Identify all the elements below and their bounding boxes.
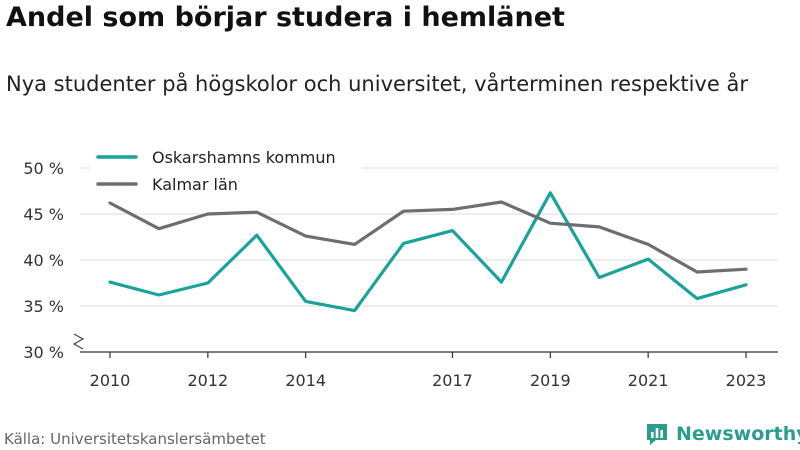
brand-name: Newsworthy <box>676 423 800 445</box>
x-tick-label: 2021 <box>628 371 669 390</box>
x-tick-label: 2017 <box>432 371 473 390</box>
y-tick-label: 50 % <box>23 159 64 178</box>
y-tick-label: 45 % <box>23 205 64 224</box>
legend-label: Kalmar län <box>152 175 238 194</box>
newsworthy-logo-icon <box>647 424 667 445</box>
x-tick-label: 2010 <box>90 371 131 390</box>
line-chart: 30 %35 %40 %45 %50 % 2010 2012 2014 2017 201… <box>23 144 778 390</box>
x-tick-label: 2023 <box>726 371 767 390</box>
chart-subtitle: Nya studenter på högskolor och universit… <box>6 72 748 96</box>
axis-break-icon <box>72 333 85 350</box>
source-note: Källa: Universitetskanslersämbetet <box>4 430 266 448</box>
x-axis-ticks: 2010 2012 2014 2017 2019 2021 2023 <box>90 352 767 390</box>
y-tick-label: 30 % <box>23 343 64 362</box>
series-line <box>108 191 748 313</box>
x-tick-label: 2019 <box>530 371 571 390</box>
brand[interactable]: Newsworthy <box>644 421 800 447</box>
x-tick-label: 2014 <box>285 371 326 390</box>
y-axis-ticks: 30 % 35 % 40 % 45 % 50 % <box>23 159 85 362</box>
series-lines <box>108 191 748 313</box>
chart-title: Andel som börjar studera i hemlänet <box>6 2 565 33</box>
legend: Oskarshamns kommun Kalmar län <box>90 144 362 197</box>
y-tick-label: 35 % <box>23 297 64 316</box>
legend-label: Oskarshamns kommun <box>152 148 336 167</box>
series-line <box>108 200 748 274</box>
y-tick-label: 40 % <box>23 251 64 270</box>
x-tick-label: 2012 <box>187 371 228 390</box>
